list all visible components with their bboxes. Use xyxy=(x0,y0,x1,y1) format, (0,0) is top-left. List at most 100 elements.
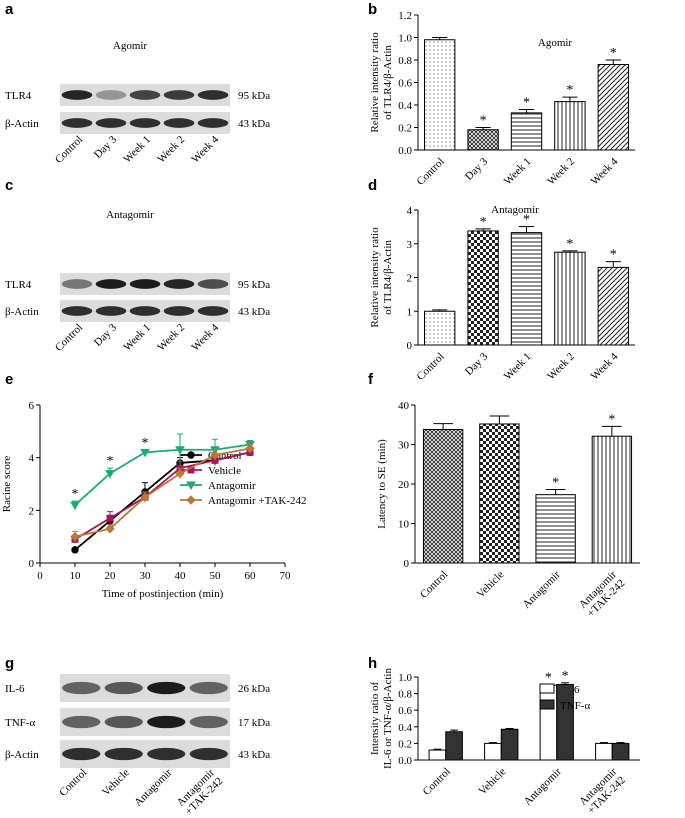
y-axis-label: Racine score xyxy=(1,456,13,513)
panel-letter: d xyxy=(368,177,377,194)
y-tick-label: 1.0 xyxy=(398,672,412,684)
y-tick-label: 0 xyxy=(404,558,410,570)
significance: * xyxy=(552,476,559,491)
blot-size-label: 43 kDa xyxy=(238,306,270,318)
marker xyxy=(70,501,80,511)
panel-letter: a xyxy=(5,1,14,18)
y-tick-label: 10 xyxy=(398,519,410,531)
x-tick-label: 10 xyxy=(70,570,82,582)
y-tick-label: 0.8 xyxy=(398,55,412,67)
y-tick-label: 0.4 xyxy=(398,100,412,112)
blot-band xyxy=(163,279,195,289)
panel-letter: f xyxy=(368,371,374,388)
x-tick-label: 30 xyxy=(140,570,152,582)
y-tick-label: 0.6 xyxy=(398,705,412,717)
x-tick-label: Week 2 xyxy=(545,156,577,188)
blot-row-label: β-Actin xyxy=(5,306,39,318)
x-tick-label: Control xyxy=(418,569,450,601)
y-axis-label: Relative intensity ratio xyxy=(369,227,381,328)
significance: * xyxy=(523,96,530,111)
y-tick-label: 0.0 xyxy=(398,755,412,767)
blot-band xyxy=(189,681,228,695)
bar xyxy=(539,684,558,761)
y-tick-label: 3 xyxy=(407,239,413,251)
bar xyxy=(556,683,574,761)
blot-band xyxy=(62,747,101,761)
bar xyxy=(484,742,502,761)
marker xyxy=(210,450,220,460)
bar xyxy=(467,129,499,151)
y-tick-label: 20 xyxy=(398,479,410,491)
y-tick-label: 4 xyxy=(407,205,413,217)
blot-row-label: TNF-α xyxy=(5,717,35,729)
significance: * xyxy=(610,248,617,263)
bar xyxy=(554,101,586,151)
blot-band xyxy=(61,118,93,128)
y-tick-label: 0.8 xyxy=(398,689,412,701)
lane-label: Control xyxy=(53,134,85,166)
bar xyxy=(424,310,456,346)
significance: * xyxy=(72,487,79,502)
y-tick-label: 2 xyxy=(29,505,35,517)
blot-band xyxy=(95,118,127,128)
y-axis-label: IL-6 or TNF-α/β-Actin xyxy=(382,668,394,769)
x-tick-label: Vehicle xyxy=(475,569,507,601)
blot-title: Antagomir xyxy=(106,209,154,221)
y-tick-label: 40 xyxy=(398,400,410,412)
x-tick-label: 60 xyxy=(245,570,257,582)
bar xyxy=(479,423,520,564)
blot-row-label: β-Actin xyxy=(5,749,39,761)
y-tick-label: 0 xyxy=(407,340,413,352)
blot-row-label: IL-6 xyxy=(5,683,25,695)
blot-size-label: 17 kDa xyxy=(238,717,270,729)
bar xyxy=(591,435,633,564)
y-tick-label: 0.0 xyxy=(398,145,412,157)
y-tick-label: 1.2 xyxy=(398,10,412,22)
bar xyxy=(422,428,464,564)
blot-row-label: β-Actin xyxy=(5,118,39,130)
blot-band xyxy=(61,90,93,100)
chart-subtitle: Agomir xyxy=(538,37,573,49)
marker xyxy=(140,448,150,458)
significance: * xyxy=(107,454,114,469)
marker xyxy=(175,468,185,479)
blot-size-label: 95 kDa xyxy=(238,279,270,291)
significance: * xyxy=(523,213,530,228)
x-tick-label: Control xyxy=(415,156,447,188)
legend-label: TNF-α xyxy=(560,700,590,712)
lane-label: Day 3 xyxy=(92,133,120,161)
blot-band xyxy=(62,715,101,729)
x-tick-label: 0 xyxy=(37,570,43,582)
bar xyxy=(467,230,499,346)
blot-size-label: 43 kDa xyxy=(238,749,270,761)
marker xyxy=(105,524,115,534)
y-tick-label: 0.2 xyxy=(398,123,412,135)
x-tick-label: Day 3 xyxy=(463,155,491,183)
marker xyxy=(245,443,255,454)
lane-label: Control xyxy=(57,767,89,799)
bar xyxy=(597,64,629,151)
blot-band xyxy=(147,681,186,695)
bar xyxy=(597,266,629,346)
legend-swatch xyxy=(539,683,555,694)
x-tick-label: Antagomir xyxy=(522,765,564,807)
y-axis-label: Latency to SE (min) xyxy=(376,439,388,529)
panel-letter: e xyxy=(5,371,13,388)
blot-band xyxy=(129,118,161,128)
x-tick-label: 70 xyxy=(280,570,292,582)
series-line xyxy=(74,447,251,538)
y-tick-label: 4 xyxy=(29,453,35,465)
blot-row-label: TLR4 xyxy=(5,90,32,102)
x-tick-label: Week 4 xyxy=(589,350,621,382)
blot-band xyxy=(147,747,186,761)
bar xyxy=(611,742,630,761)
significance: * xyxy=(610,46,617,61)
lane-label: Control xyxy=(53,322,85,354)
y-tick-label: 6 xyxy=(29,400,35,412)
x-tick-label: Control xyxy=(415,351,447,383)
blot-band xyxy=(95,306,127,316)
bar xyxy=(554,251,586,346)
blot-band xyxy=(129,279,161,289)
y-axis-label: Relative intensity ratio xyxy=(369,32,381,133)
